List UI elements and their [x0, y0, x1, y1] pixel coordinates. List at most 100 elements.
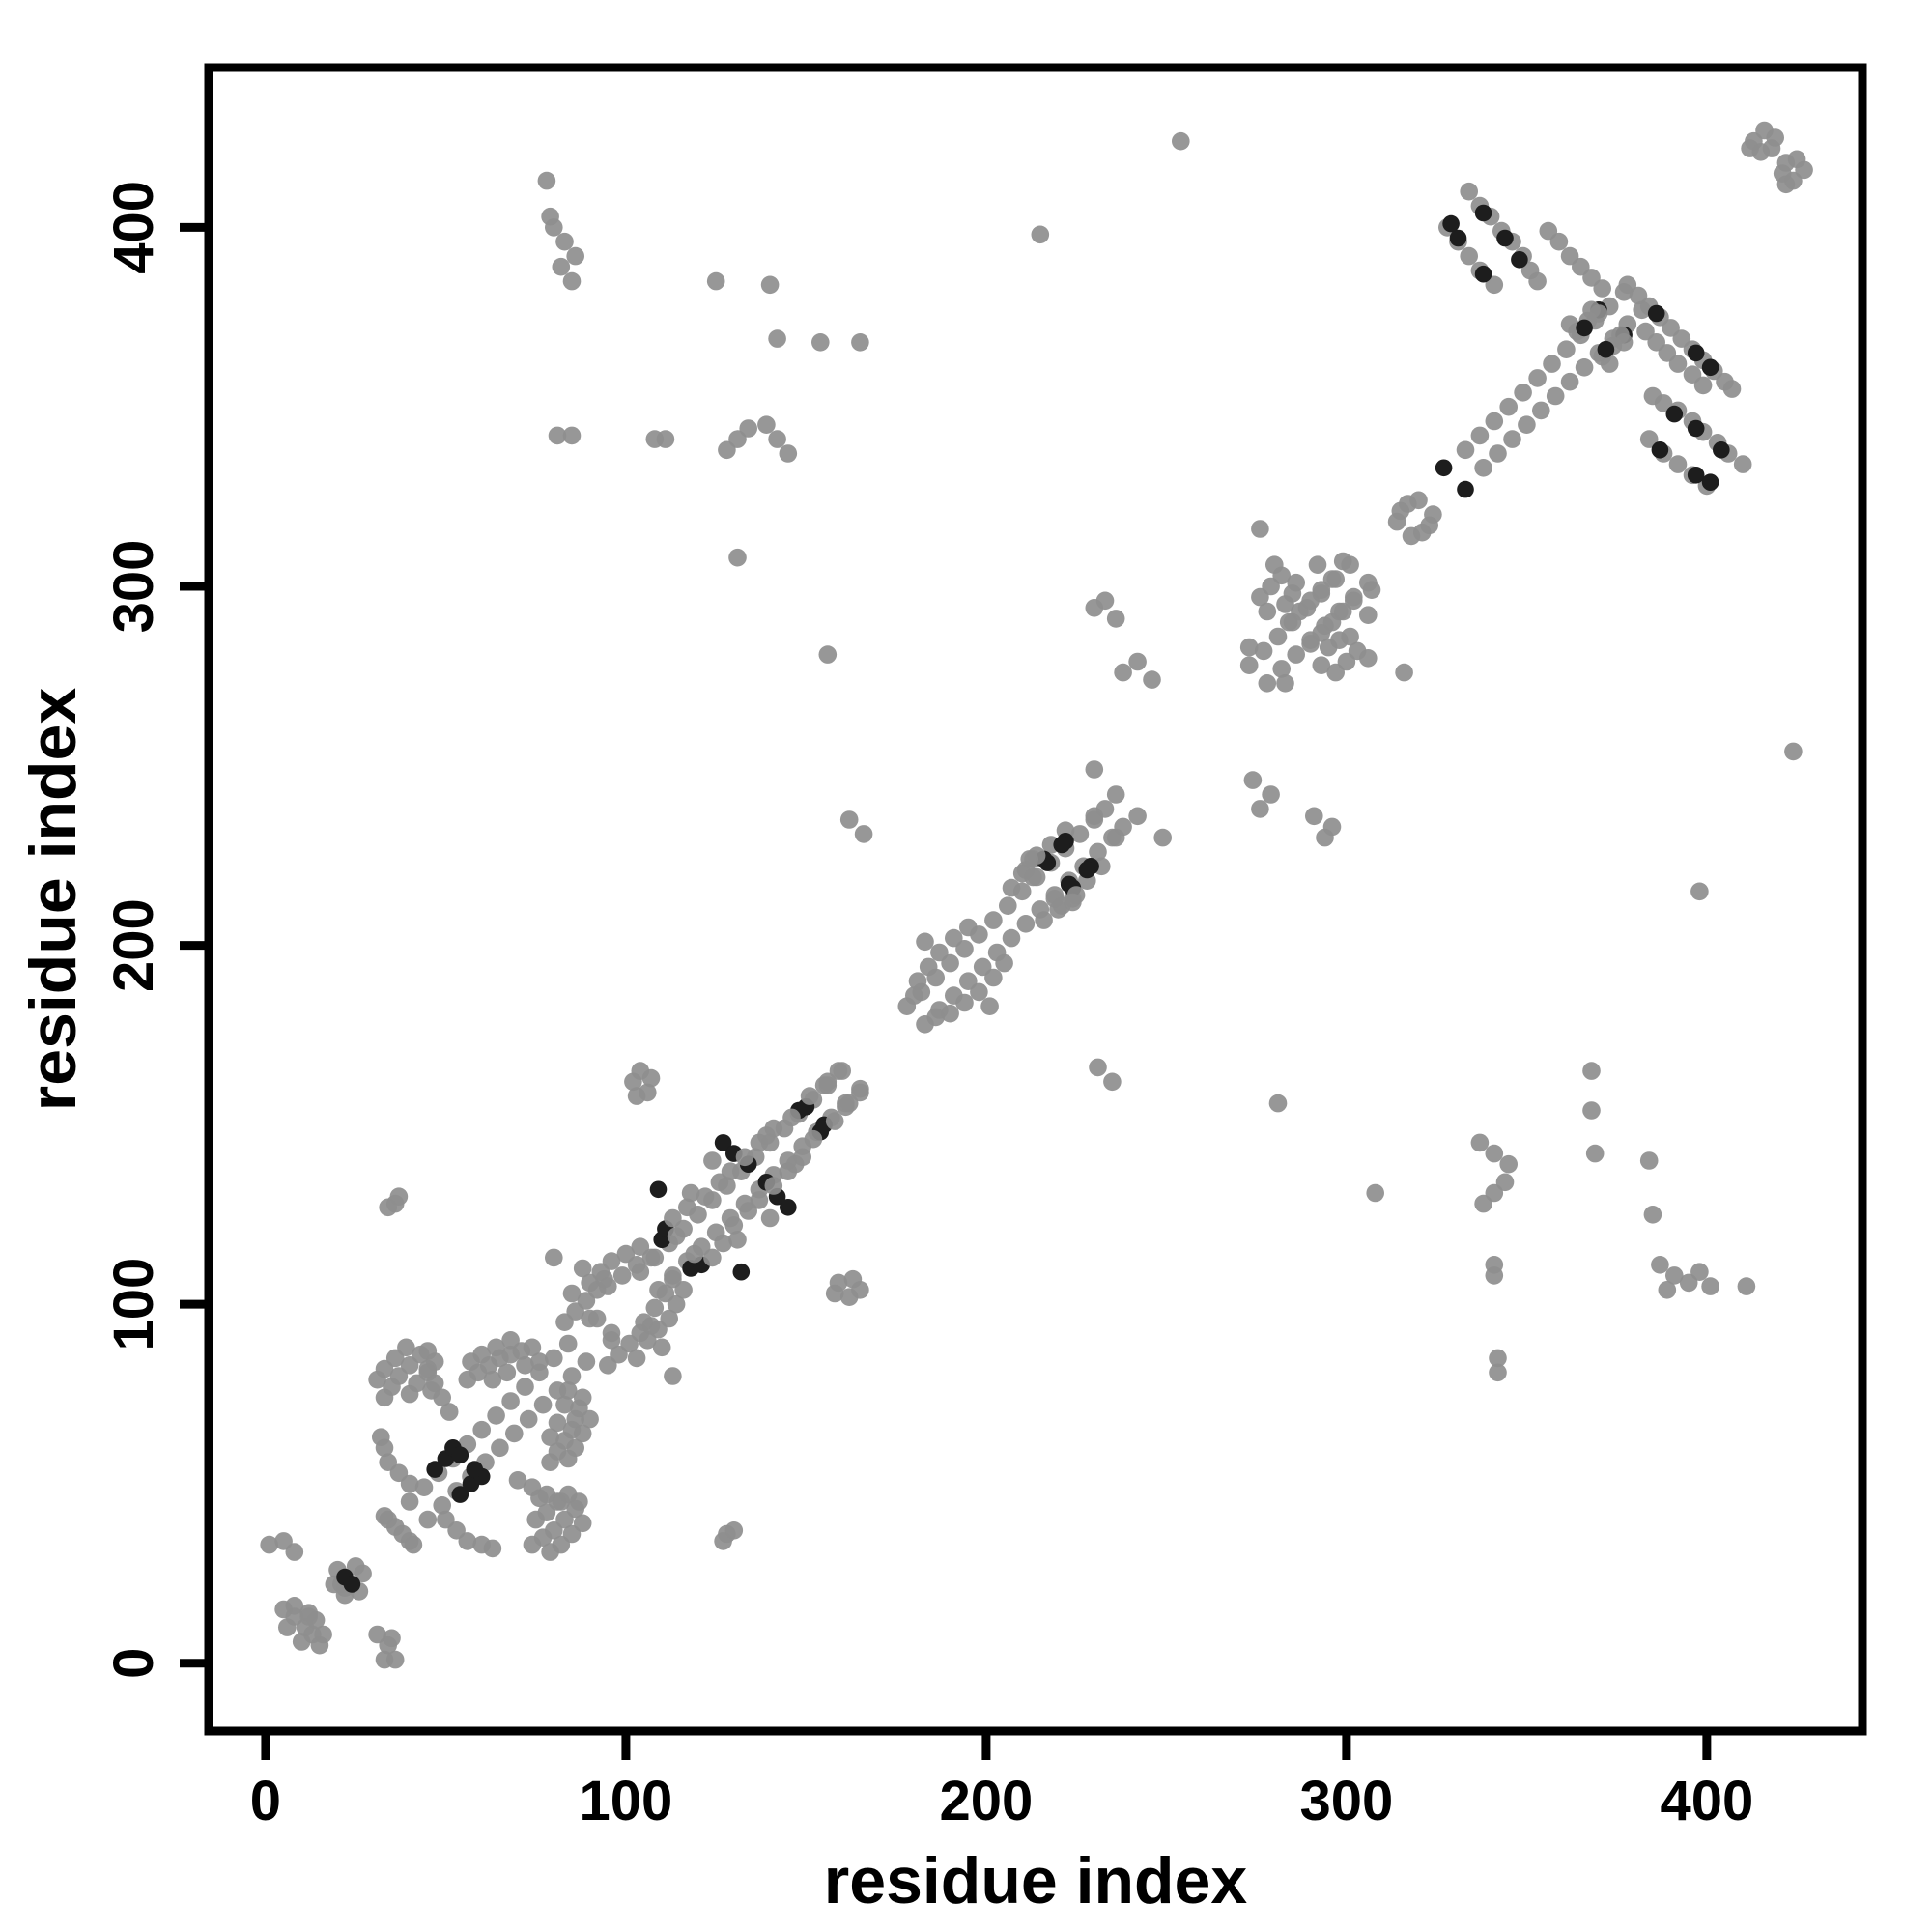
contact-point-gray — [703, 1151, 722, 1170]
contact-point-gray — [400, 1356, 419, 1375]
contact-point-gray — [1305, 807, 1323, 826]
contact-point-gray — [825, 1284, 844, 1303]
contact-point-gray — [519, 1409, 538, 1429]
contact-point-gray — [400, 1492, 419, 1511]
contact-point-gray — [581, 1409, 599, 1429]
contact-point-gray — [955, 993, 974, 1012]
contact-point-gray — [1460, 246, 1478, 266]
contact-point-gray — [757, 415, 776, 435]
contact-point-gray — [418, 1510, 438, 1529]
contact-point-gray — [1341, 627, 1359, 646]
contact-point-gray — [800, 1087, 819, 1105]
contact-point-gray — [299, 1604, 319, 1622]
contact-point-gray — [926, 1008, 945, 1027]
contact-point-black — [714, 1134, 732, 1151]
contact-point-black — [451, 1446, 469, 1463]
contact-point-gray — [260, 1535, 279, 1554]
contact-point-gray — [724, 1521, 744, 1540]
contact-point-gray — [1658, 1281, 1677, 1299]
contact-point-gray — [1095, 591, 1115, 611]
contact-point-gray — [1276, 674, 1294, 693]
contact-point-gray — [984, 911, 1003, 929]
contact-point-black — [1442, 214, 1460, 233]
contact-point-gray — [389, 1187, 409, 1206]
contact-point-black — [1511, 251, 1528, 269]
contact-point-gray — [555, 1510, 574, 1529]
contact-point-gray — [1639, 430, 1659, 448]
contact-point-black — [1701, 358, 1719, 377]
contact-point-gray — [664, 1269, 682, 1289]
contact-point-gray — [641, 1068, 661, 1088]
contact-point-gray — [984, 968, 1003, 987]
contact-point-gray — [785, 1154, 805, 1174]
contact-point-gray — [573, 1259, 592, 1278]
contact-point-gray — [1600, 355, 1619, 373]
contact-point-gray — [664, 1367, 682, 1385]
y-tick-label: 0 — [102, 1648, 165, 1679]
contact-point-black — [1687, 344, 1705, 362]
contact-point-gray — [916, 932, 934, 952]
contact-point-gray — [1002, 928, 1021, 948]
contact-point-gray — [530, 1352, 549, 1371]
contact-point-gray — [1585, 1144, 1605, 1163]
contact-point-gray — [285, 1543, 304, 1561]
contact-point-gray — [602, 1252, 621, 1270]
x-tick-label: 100 — [580, 1770, 673, 1833]
contact-point-gray — [1636, 322, 1655, 341]
contact-point-gray — [999, 896, 1017, 915]
contact-point-gray — [829, 1062, 848, 1080]
contact-point-gray — [1499, 1154, 1518, 1174]
contact-point-gray — [760, 275, 780, 295]
contact-point-gray — [1089, 842, 1107, 862]
contact-point-black — [1078, 861, 1096, 879]
contact-point-gray — [1651, 1256, 1669, 1274]
contact-point-gray — [1549, 232, 1569, 251]
plot-frame-layer — [204, 63, 1867, 1736]
scatter-points-layer — [260, 121, 1813, 1669]
contact-point-gray — [1485, 1256, 1504, 1274]
contact-point-gray — [379, 1510, 398, 1529]
contact-point-gray — [656, 430, 675, 448]
contact-point-gray — [1143, 670, 1161, 689]
contact-point-gray — [1485, 412, 1504, 431]
y-tick-label: 300 — [102, 540, 165, 634]
contact-point-gray — [1387, 512, 1406, 531]
contact-point-gray — [573, 1388, 592, 1407]
contact-point-gray — [1668, 455, 1688, 473]
contact-point-gray — [970, 982, 988, 1002]
contact-point-gray — [372, 1428, 390, 1446]
contact-point-gray — [1485, 1144, 1504, 1163]
contact-point-gray — [533, 1395, 553, 1414]
y-axis-title: residue index — [16, 688, 90, 1112]
contact-point-gray — [1543, 355, 1561, 373]
x-tick-label: 400 — [1660, 1770, 1753, 1833]
contact-point-gray — [530, 1489, 549, 1508]
contact-point-gray — [703, 1248, 722, 1267]
contact-point-gray — [1027, 846, 1046, 865]
contact-point-black — [732, 1263, 751, 1281]
contact-point-gray — [577, 1352, 596, 1371]
contact-point-black — [1474, 265, 1492, 283]
contact-point-gray — [641, 1248, 661, 1267]
contact-point-gray — [811, 333, 830, 352]
axis-ticks-layer: 0 100 200 300 400 0 100 200 300 400 — [102, 181, 1753, 1833]
contact-point-gray — [1532, 401, 1550, 420]
contact-point-gray — [706, 271, 725, 291]
y-tick-label: 400 — [102, 181, 165, 274]
contact-point-gray — [1114, 663, 1132, 682]
contact-point-gray — [721, 1162, 740, 1180]
contact-point-gray — [508, 1471, 527, 1490]
contact-point-gray — [1272, 660, 1291, 678]
contact-point-black — [1496, 229, 1514, 247]
contact-point-gray — [1665, 1266, 1684, 1285]
contact-point-gray — [1575, 358, 1594, 377]
contact-point-gray — [714, 1234, 732, 1253]
contact-point-gray — [1776, 175, 1796, 194]
contact-point-gray — [562, 1284, 582, 1303]
contact-point-gray — [804, 1129, 823, 1149]
contact-point-gray — [612, 1266, 632, 1285]
contact-point-gray — [1239, 638, 1259, 657]
contact-point-gray — [995, 953, 1013, 973]
contact-point-gray — [1035, 911, 1053, 929]
